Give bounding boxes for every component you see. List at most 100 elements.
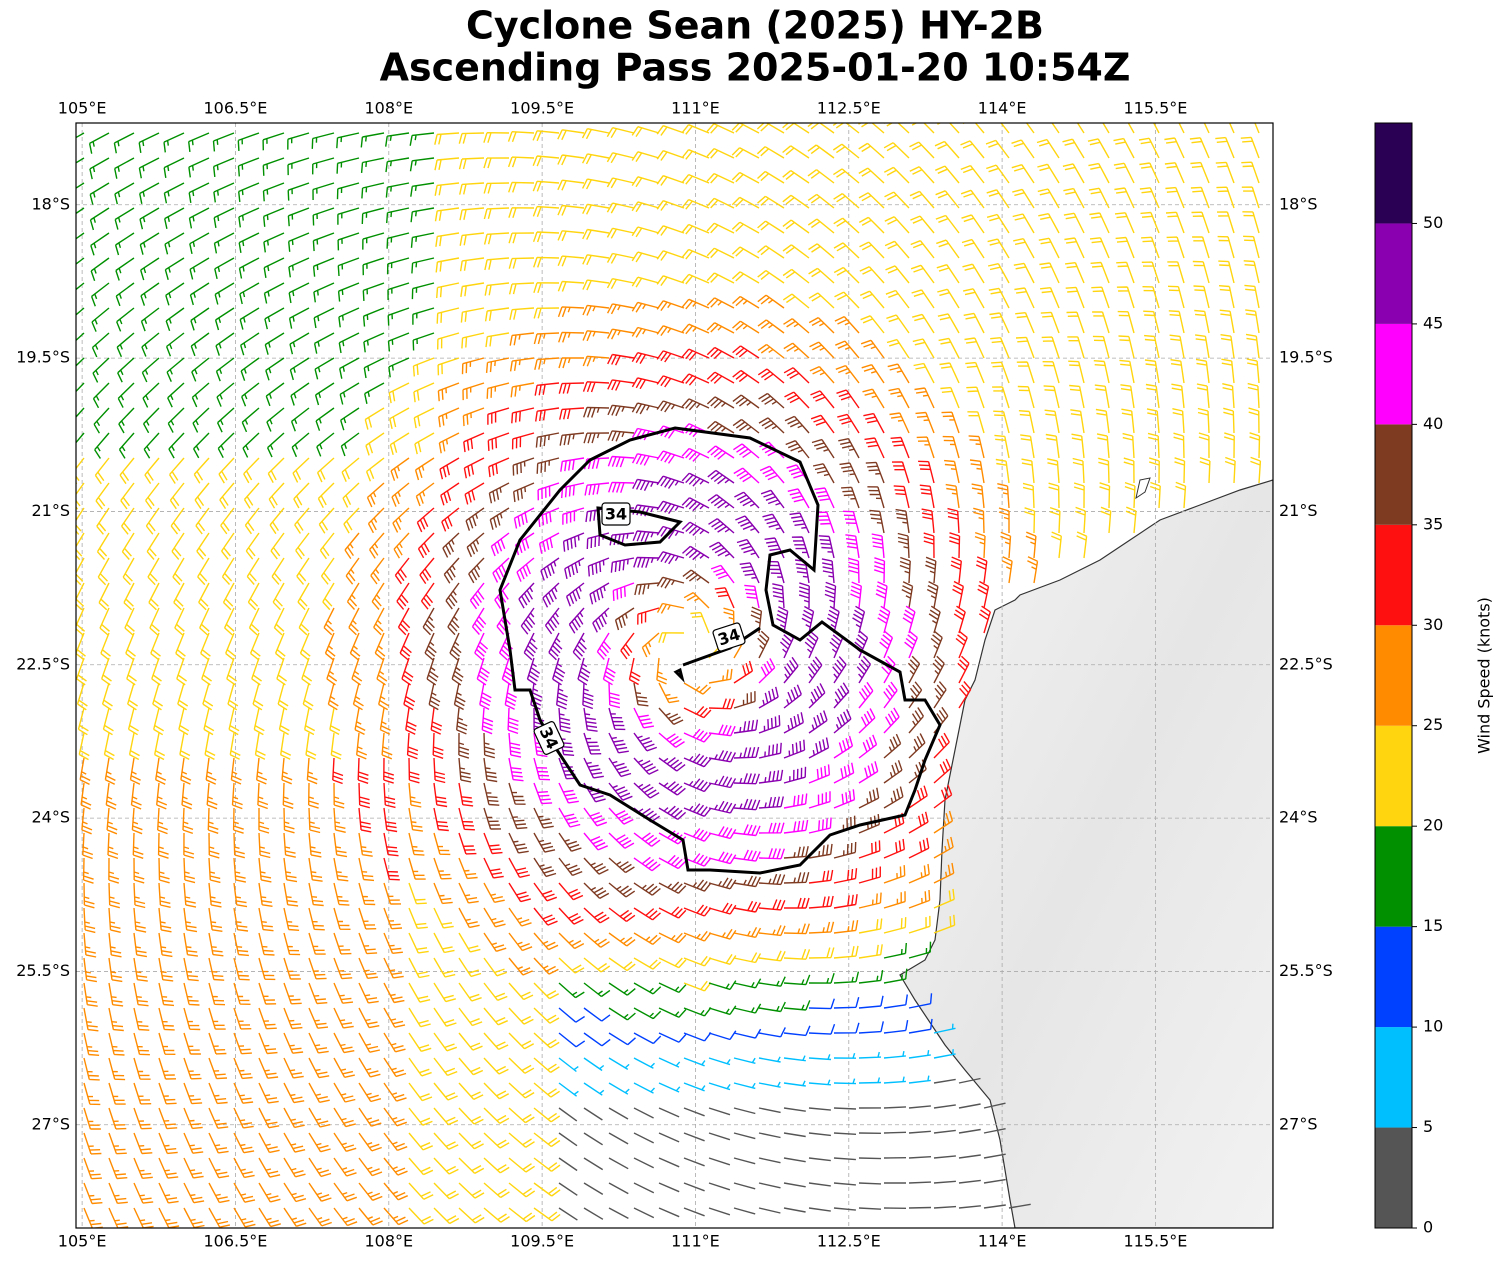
island — [1135, 477, 1151, 500]
wind-barb — [833, 789, 856, 809]
wind-barb — [79, 757, 91, 786]
wind-barb — [216, 382, 235, 407]
wind-barb — [858, 216, 885, 234]
wind-barb — [76, 182, 85, 189]
wind-barb — [818, 535, 835, 559]
wind-barb — [633, 707, 655, 729]
wind-barb — [883, 166, 910, 184]
wind-barb — [637, 607, 660, 625]
wind-barb — [733, 798, 761, 811]
wind-barb — [1141, 261, 1160, 284]
wind-barb — [76, 432, 85, 459]
wind-barb — [434, 157, 460, 171]
wind-barb — [911, 123, 935, 134]
wind-barb — [733, 926, 762, 938]
wind-barb — [379, 707, 391, 735]
wind-barb — [408, 1107, 433, 1126]
wind-barb — [908, 915, 931, 934]
wind-barb — [858, 681, 874, 709]
wind-barb — [408, 982, 431, 1003]
wind-barb — [631, 276, 660, 288]
wind-barb — [848, 557, 860, 584]
wind-barb — [708, 1005, 737, 1016]
wind-barb — [1145, 383, 1160, 409]
wind-barb — [263, 232, 285, 253]
wind-barb — [633, 1107, 654, 1119]
wind-barb — [812, 463, 835, 484]
wind-barb — [433, 1157, 459, 1175]
wind-barb — [633, 1157, 655, 1169]
wind-barb — [558, 932, 585, 950]
wind-barb — [288, 232, 310, 252]
wind-barb — [408, 807, 423, 832]
wind-barb — [1140, 211, 1160, 234]
wind-barb — [783, 1000, 811, 1011]
wind-barb — [833, 1182, 856, 1186]
wind-barb — [833, 1132, 857, 1135]
wind-barb — [333, 832, 348, 858]
wind-barb — [437, 357, 460, 376]
wind-barb — [458, 757, 472, 783]
wind-barb — [337, 257, 360, 277]
wind-barb — [183, 1207, 205, 1228]
wind-barb — [986, 189, 1010, 209]
wind-barb — [706, 322, 735, 334]
wind-barb — [389, 407, 410, 430]
wind-barb — [1147, 432, 1160, 459]
wind-barb — [131, 807, 143, 835]
wind-barb — [201, 657, 213, 686]
wind-barb — [257, 782, 269, 810]
wind-barb — [557, 255, 585, 267]
wind-barb — [383, 957, 404, 979]
wind-barb — [656, 150, 685, 161]
wind-barb — [362, 232, 385, 250]
wind-barb — [92, 382, 110, 409]
wind-barb — [533, 1107, 561, 1123]
wind-barb — [364, 382, 385, 404]
wind-barb — [408, 882, 427, 905]
wind-barb — [385, 182, 410, 198]
wind-barb — [76, 332, 85, 342]
wind-barb — [133, 1007, 150, 1031]
wind-barb — [508, 857, 530, 878]
wind-barb — [1173, 432, 1185, 459]
colorbar-band — [1375, 223, 1412, 324]
wind-barb — [189, 257, 210, 280]
wind-barb — [962, 263, 985, 284]
wind-barb — [1020, 434, 1035, 459]
wind-barb — [483, 1157, 510, 1174]
wind-barb — [370, 557, 385, 585]
wind-barb — [358, 932, 378, 955]
y-tick-label: 27°S — [1279, 1114, 1318, 1133]
wind-barb — [130, 782, 142, 810]
wind-barb — [264, 307, 285, 330]
wind-barb — [1197, 407, 1210, 434]
wind-barb — [758, 742, 782, 759]
wind-barb — [732, 295, 760, 309]
wind-barb — [533, 282, 560, 294]
wind-barb — [1218, 260, 1235, 284]
wind-barb — [557, 179, 585, 191]
wind-barb — [283, 1132, 306, 1153]
wind-barb — [1021, 458, 1035, 484]
wind-barb — [707, 420, 735, 434]
wind-barb — [494, 582, 510, 609]
wind-barb — [557, 306, 585, 318]
wind-barb — [608, 682, 621, 709]
wind-barb — [732, 345, 760, 359]
wind-barb — [710, 564, 735, 584]
wind-barb — [282, 782, 294, 809]
wind-barb — [633, 982, 662, 995]
wind-barb — [508, 282, 535, 295]
wind-barb — [558, 1007, 585, 1023]
wind-barb — [658, 957, 687, 969]
wind-barb — [183, 907, 198, 933]
wind-barb — [631, 326, 660, 338]
wind-barb — [248, 607, 260, 636]
wind-barb — [991, 361, 1010, 384]
wind-barb — [247, 582, 260, 611]
wind-barb — [1245, 333, 1260, 359]
wind-barb — [411, 257, 435, 274]
colorbar-tick-label: 50 — [1423, 213, 1443, 232]
wind-barb — [953, 605, 966, 634]
